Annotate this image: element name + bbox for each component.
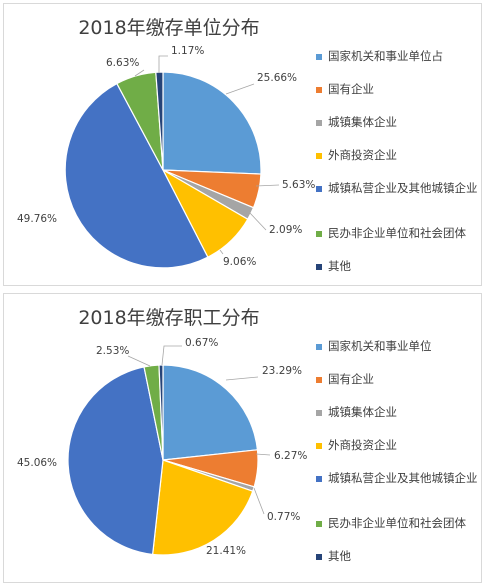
legend-label: 国家机关和事业单位占 <box>328 49 443 63</box>
legend-label: 城镇私营企业及其他城镇企业 <box>328 181 478 195</box>
legend-label: 民办非企业单位和社会团体 <box>328 226 466 240</box>
legend-label: 外商投资企业 <box>328 148 397 162</box>
legend-label: 城镇集体企业 <box>328 115 397 129</box>
legend-swatch <box>316 554 322 560</box>
legend-swatch <box>316 87 322 93</box>
leader-line <box>127 355 151 367</box>
legend-swatch <box>316 264 322 270</box>
data-label: 1.17% <box>171 45 204 57</box>
leader-line <box>134 69 145 77</box>
data-label: 0.67% <box>185 337 218 349</box>
legend-swatch <box>316 521 322 527</box>
data-label: 6.63% <box>106 57 139 69</box>
leader-line <box>219 249 224 255</box>
chart-title: 2018年缴存单位分布 <box>78 17 260 39</box>
leader-line <box>255 184 280 187</box>
legend-swatch <box>316 344 322 350</box>
legend-swatch <box>316 476 322 482</box>
legend-label: 城镇集体企业 <box>328 405 397 419</box>
leader-line <box>248 211 267 231</box>
legend-swatch <box>316 186 322 192</box>
pie-slice <box>151 459 254 556</box>
data-label: 23.29% <box>262 365 302 377</box>
legend-swatch <box>316 410 322 416</box>
leader-line <box>158 55 168 73</box>
data-label: 6.27% <box>274 450 307 462</box>
legend-swatch <box>316 54 322 60</box>
legend-swatch <box>316 120 322 126</box>
data-label: 2.09% <box>269 224 302 236</box>
data-label: 45.06% <box>17 457 57 469</box>
data-label: 21.41% <box>206 545 246 557</box>
legend-swatch <box>316 231 322 237</box>
data-label: 9.06% <box>223 256 256 268</box>
legend-swatch <box>316 443 322 449</box>
pie-chart-units: 25.66% 5.63% 2.09% 9.06% 49.76% 6.63% 1.17% <box>17 45 315 269</box>
legend-swatch <box>316 377 322 383</box>
legend-label: 民办非企业单位和社会团体 <box>328 516 466 530</box>
chart-panel-units: 2018年缴存单位分布 25.66% 5.63% 2.09% 9.06% 49.76% 6… <box>3 3 482 286</box>
chart-title: 2018年缴存职工分布 <box>78 307 260 329</box>
pie-slice <box>67 366 164 556</box>
legend-label: 其他 <box>328 549 351 563</box>
leader-line <box>225 376 259 381</box>
pie-slice <box>162 71 262 175</box>
leader-line <box>255 453 271 456</box>
pie-slice <box>162 364 259 461</box>
leader-line <box>253 487 265 515</box>
legend-label: 外商投资企业 <box>328 438 397 452</box>
legend-label: 国有企业 <box>328 82 374 96</box>
data-label: 0.77% <box>267 511 300 523</box>
legend-label: 国家机关和事业单位 <box>328 339 432 353</box>
legend-label: 其他 <box>328 259 351 273</box>
pie-chart-employees: 23.29% 6.27% 0.77% 21.41% 45.06% 2.53% 0.67% <box>17 337 307 557</box>
data-label: 49.76% <box>17 213 57 225</box>
data-label: 25.66% <box>257 72 297 84</box>
legend-label: 国有企业 <box>328 372 374 386</box>
leader-line <box>161 345 182 366</box>
pie-slice <box>64 82 209 269</box>
data-label: 2.53% <box>96 345 129 357</box>
chart-panel-employees: 2018年缴存职工分布 23.29% 6.27% 0.77% 21.41% 45.06%… <box>3 293 482 583</box>
legend-label: 城镇私营企业及其他城镇企业 <box>328 471 478 485</box>
leader-line <box>225 83 255 95</box>
pie-slice <box>158 364 164 461</box>
legend-swatch <box>316 153 322 159</box>
data-label: 5.63% <box>282 179 315 191</box>
